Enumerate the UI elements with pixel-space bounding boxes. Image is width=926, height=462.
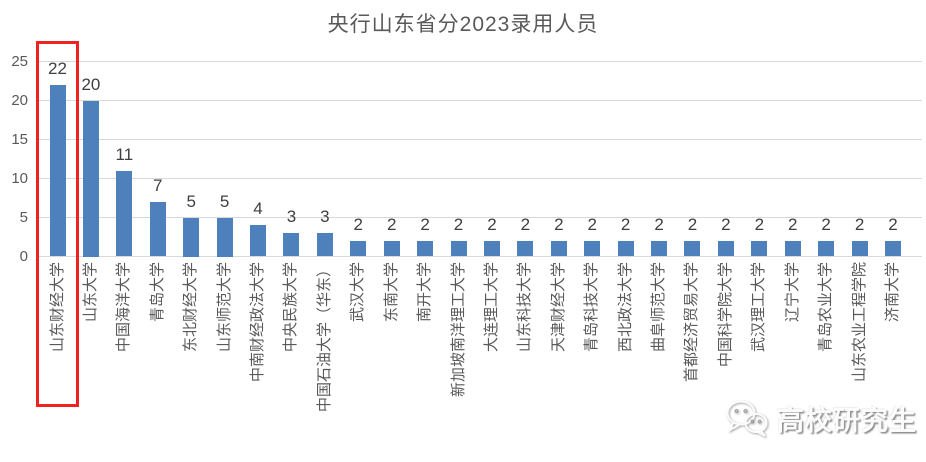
x-axis-category-label: 中国海洋大学 <box>115 262 133 353</box>
bar-value-label: 11 <box>115 144 134 164</box>
bar <box>751 240 768 257</box>
y-axis-tick-label: 20 <box>11 91 28 109</box>
x-axis-category-label: 首都经济贸易大学 <box>683 262 701 383</box>
bar <box>383 240 400 257</box>
gridline <box>38 256 922 257</box>
bar-value-label: 2 <box>520 214 531 234</box>
bar-value-label: 7 <box>153 175 163 195</box>
x-axis-category-label: 中央民族大学 <box>282 262 300 353</box>
bar <box>116 170 133 257</box>
bar-value-label: 2 <box>654 214 664 234</box>
bar <box>250 225 267 257</box>
x-axis-category-label: 武汉大学 <box>349 262 367 323</box>
bar <box>517 240 534 257</box>
bar-value-label: 4 <box>253 199 263 219</box>
bar-value-label: 2 <box>554 214 564 234</box>
bar <box>550 240 567 257</box>
watermark: 高校研究生 <box>724 398 917 438</box>
bar <box>350 240 367 257</box>
x-axis-category-label: 曲阜师范大学 <box>650 262 668 353</box>
x-axis-category-label: 青岛科技大学 <box>583 262 601 353</box>
bar <box>149 201 166 257</box>
x-axis-category-label: 西北政法大学 <box>616 262 634 353</box>
bar-value-label: 3 <box>286 207 297 227</box>
bar <box>417 240 434 257</box>
bar-value-label: 2 <box>888 214 898 234</box>
x-axis-category-label: 天津财经大学 <box>549 262 567 353</box>
bar-value-label: 2 <box>420 214 430 234</box>
bar <box>49 84 66 257</box>
bar <box>82 100 99 257</box>
bar-value-label: 2 <box>854 214 865 234</box>
bar-value-label: 2 <box>721 214 731 234</box>
bar <box>651 240 668 257</box>
x-axis-category-label: 山东师范大学 <box>215 262 233 353</box>
x-axis-category-label: 南开大学 <box>416 262 434 323</box>
wechat-icon <box>726 400 768 437</box>
gridline <box>38 178 922 179</box>
gridline <box>38 139 922 140</box>
bar <box>183 217 200 257</box>
bar-value-label: 22 <box>48 58 67 78</box>
bar-value-label: 2 <box>386 214 397 234</box>
x-axis-category-label: 东北财经大学 <box>182 262 200 353</box>
bar-value-label: 2 <box>620 214 631 234</box>
x-axis-category-label: 新加坡南洋理工大学 <box>449 262 467 398</box>
gridline <box>38 61 922 62</box>
bar-value-label: 2 <box>453 214 464 234</box>
gridline <box>38 217 922 218</box>
bar-value-label: 5 <box>219 191 230 211</box>
bar <box>283 233 300 257</box>
gridline <box>38 100 922 101</box>
bar-value-label: 20 <box>81 74 101 94</box>
bar <box>885 240 901 257</box>
x-axis-category-label: 东南大学 <box>382 262 400 323</box>
bar-value-label: 2 <box>487 214 497 234</box>
y-axis-tick-label: 5 <box>19 208 28 226</box>
y-axis-tick-label: 25 <box>11 52 28 70</box>
chart-title: 央行山东省分2023录用人员 <box>327 13 599 36</box>
bar-value-label: 2 <box>788 214 798 234</box>
y-axis-tick-label: 15 <box>11 130 28 148</box>
bar <box>818 240 835 257</box>
y-axis-tick-label: 0 <box>19 247 28 265</box>
bar <box>216 217 233 257</box>
y-axis-tick-label: 10 <box>11 169 28 187</box>
bar-value-label: 3 <box>320 207 330 227</box>
bar <box>717 240 734 257</box>
bar-value-label: 2 <box>587 214 597 234</box>
bar <box>784 240 801 257</box>
bar <box>483 240 500 257</box>
bar-value-label: 5 <box>186 191 196 211</box>
bar-value-label: 2 <box>821 214 831 234</box>
watermark-label: 高校研究生 <box>777 405 917 436</box>
x-axis-category-label: 中南财经政法大学 <box>249 262 267 383</box>
bar <box>450 240 467 257</box>
bar-value-label: 2 <box>687 214 698 234</box>
bar <box>851 240 868 257</box>
bar-value-label: 2 <box>353 214 363 234</box>
bar <box>316 233 333 257</box>
x-axis-category-label: 大连理工大学 <box>482 262 500 353</box>
x-axis-category-label: 青岛大学 <box>148 262 166 323</box>
highlight-box <box>36 41 79 407</box>
x-axis-category-label: 山东大学 <box>81 262 99 323</box>
bar <box>617 240 634 257</box>
x-axis-category-label: 中国石油大学（华东） <box>315 262 333 413</box>
x-axis-category-label: 山东科技大学 <box>516 262 534 353</box>
bar <box>684 240 701 257</box>
bar <box>584 240 601 257</box>
bar-value-label: 2 <box>754 214 765 234</box>
